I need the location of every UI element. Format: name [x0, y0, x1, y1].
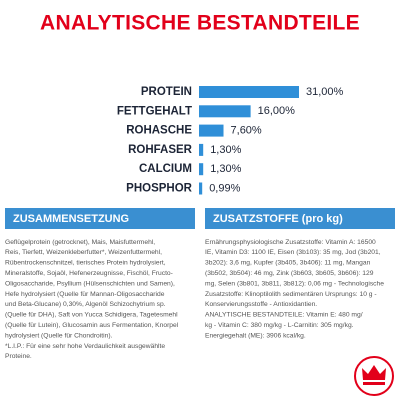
section-text: Mineralstoffe, Sojaöl, Hefenerzeugnisse,… — [5, 270, 173, 277]
bar — [199, 86, 299, 98]
section-text: und Beta-Glucane) 0,30%, Algenöl Schizoc… — [5, 301, 166, 308]
section-text: (Quelle für DHA), Saft von Yucca Schidig… — [5, 312, 178, 319]
section-text: Rübentrockenschnitzel, tierisches Protei… — [5, 260, 166, 267]
value-label: 16,00% — [258, 105, 296, 117]
section-text: Hefe hydrolysiert (Quelle für Mannan-Oli… — [5, 291, 165, 298]
section-text: *L.I.P.: Für eine sehr hohe Verdaulichke… — [5, 343, 165, 350]
section-text: kg - Vitamin C: 380 mg/kg - L-Carnitin: … — [205, 322, 354, 329]
category-label: PROTEIN — [141, 86, 192, 98]
section-text: Geflügelprotein (getrocknet), Mais, Mais… — [5, 239, 155, 246]
section-title: ZUSAMMENSETZUNG — [13, 213, 129, 225]
section-text: Proteine. — [5, 353, 32, 360]
section-text: Ernährungsphysiologische Zusatzstoffe: V… — [205, 239, 376, 246]
section-text: (3b502, 3b504): 46 mg, Zink (3b603, 3b60… — [205, 270, 374, 277]
category-label: FETTGEHALT — [117, 105, 192, 117]
bar — [199, 163, 204, 176]
logo — [354, 356, 394, 396]
section-text: 3b202): 3,6 mg, Kupfer (3b405, 3b406): 1… — [205, 260, 371, 267]
value-label: 31,00% — [306, 86, 344, 98]
section-text: Energiegehalt (ME): 3906 kcal/kg. — [205, 332, 306, 339]
section-text: Konservierungsstoffe - Antioxidantien. — [205, 301, 317, 308]
value-label: 1,30% — [210, 144, 241, 156]
category-label: ROHFASER — [128, 144, 193, 156]
bar — [199, 124, 224, 137]
section-header — [205, 208, 395, 229]
section-text: hydrolysiert (Quelle für Chondroitin). — [5, 332, 113, 339]
logo-ring — [354, 356, 394, 396]
bar — [199, 143, 204, 156]
section-header — [5, 208, 195, 229]
section-title: ZUSATZSTOFFE (pro kg) — [213, 213, 343, 225]
bar — [199, 182, 203, 195]
value-label: 0,99% — [209, 182, 240, 194]
logo-band — [363, 382, 385, 385]
category-label: CALCIUM — [139, 163, 192, 175]
chart-title: ANALYTISCHE BESTANDTEILE — [40, 12, 360, 35]
value-label: 1,30% — [210, 163, 241, 175]
section-text: IE, Vitamin D3: 1100 IE, Eisen (3b103): … — [205, 249, 381, 256]
category-label: ROHASCHE — [126, 125, 192, 137]
section-text: (Quelle für Lutein), Glucosamin aus Ferm… — [5, 322, 179, 329]
category-label: PHOSPHOR — [126, 183, 193, 195]
logo-crown — [362, 365, 386, 380]
section-text: Oligosaccharide, Psyllium (Hülsenschicht… — [5, 280, 175, 287]
section-text: Zusatzstoffe: Klinoptilolith sedimentäre… — [205, 291, 377, 298]
section-text: Reis, Tierfett, Weizenkleberfutter*, Wei… — [5, 249, 162, 256]
bar — [199, 105, 251, 118]
value-label: 7,60% — [231, 125, 262, 137]
section-text: mg, Selen (3b801, 3b811, 3b812): 0,06 mg… — [205, 280, 384, 287]
section-text: ANALYTISCHE BESTANDTEILE: Vitamin E: 480… — [205, 312, 363, 319]
